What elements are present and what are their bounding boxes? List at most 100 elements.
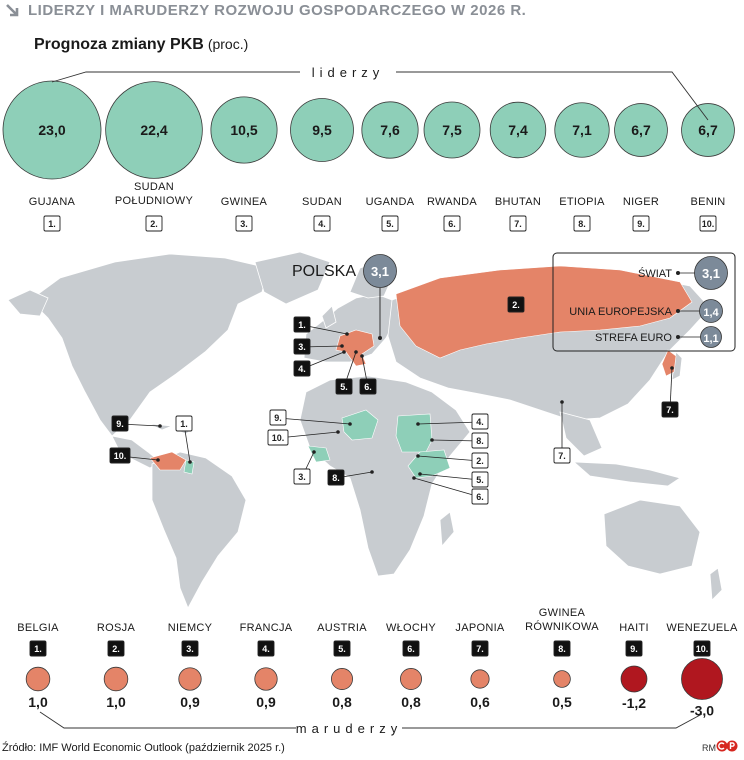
laggard-value-rosja: 1,0 [106, 694, 126, 710]
laggard-value-austria: 0,8 [332, 694, 352, 710]
callout-line-niger [277, 417, 351, 425]
map-callout-box-uganda [471, 471, 489, 488]
map-callout-box-rosja [507, 296, 525, 313]
map-new-zealand [709, 567, 723, 601]
leader-label-rwanda: RWANDA [427, 196, 477, 208]
leader-value-etiopia: 7,1 [572, 122, 592, 138]
laggard-bubble-haiti [620, 665, 648, 693]
map-callout-box-wlochy [359, 378, 377, 395]
callout-dot-gwinea [312, 450, 316, 454]
map-callout-box-austria [335, 378, 353, 395]
leader-label-sudan-południowy-2: POŁUDNIOWY [115, 195, 194, 207]
leaders-bracket [51, 71, 709, 121]
map-callout-niger: 9. [274, 413, 282, 423]
laggard-value-gwinea-równikowa: 0,5 [552, 694, 572, 710]
leader-value-sudan-południowy: 22,4 [140, 122, 167, 138]
map-callout-uganda: 5. [476, 475, 484, 485]
laggard-bubble-rosja [103, 666, 129, 692]
laggard-label-gwinea-równikowa-1: GWINEA [539, 607, 586, 619]
map-callout-box-wenezuela [109, 447, 131, 464]
map-callout-etiopia: 8. [476, 436, 484, 446]
callout-dot-wlochy [360, 354, 364, 358]
leader-rank-niger-box [632, 215, 650, 232]
callout-dot-benin [336, 430, 340, 434]
reference-value-polska: 3,1 [371, 264, 389, 279]
laggard-value-haiti: -1,2 [622, 695, 646, 711]
laggards-label: maruderzy [296, 721, 402, 736]
chart-subtitle: Prognoza zmiany PKB (proc.) [34, 36, 248, 54]
reference-label-unia-europejska: UNIA EUROPEJSKA [569, 306, 672, 318]
callout-dot-austria [354, 350, 358, 354]
laggard-label-haiti: HAITI [619, 622, 649, 634]
map-callout-box-etiopia [471, 432, 489, 449]
leader-rank-sudan: 4. [318, 219, 326, 229]
map-callout-box-belgia [293, 316, 311, 333]
laggard-rank-niemcy: 3. [186, 644, 194, 654]
leader-rank-niger: 9. [637, 219, 645, 229]
map-western-europe [335, 329, 375, 367]
laggard-rank-rosja: 2. [112, 644, 120, 654]
callout-dot-uganda [418, 472, 422, 476]
laggard-bubble-niemcy [178, 667, 202, 691]
map-greenland [254, 251, 331, 305]
laggard-rank-włochy-box [402, 640, 420, 657]
callout-dot-francja [342, 350, 346, 354]
map-callout-haiti: 9. [116, 419, 124, 429]
map-callout-benin: 10. [272, 433, 285, 443]
laggard-rank-japonia-box [471, 640, 489, 657]
laggard-rank-francja: 4. [262, 644, 270, 654]
laggard-label-wenezuela: WENEZUELA [666, 622, 738, 634]
map-callout-box-niger [269, 409, 287, 426]
reference-bubble-polska [363, 254, 397, 288]
map-callout-gujana: 1. [180, 419, 188, 429]
laggard-bubble-belgia [25, 666, 51, 692]
leader-label-etiopia: ETIOPIA [559, 196, 605, 208]
leader-rank-rwanda-box [443, 215, 461, 232]
leaders-label: liderzy [312, 65, 385, 80]
leader-rank-bhutan: 7. [514, 219, 522, 229]
leader-label-bhutan: BHUTAN [495, 196, 541, 208]
leader-label-gujana: GUJANA [29, 196, 76, 208]
leader-bubble-sudan-południowy [105, 81, 203, 179]
arrow-down-right-icon [4, 3, 20, 19]
callout-dot-sudan [416, 422, 420, 426]
map-callout-box-francja [293, 360, 311, 377]
leader-label-sudan: SUDAN [302, 196, 342, 208]
map-callout-box-haiti [111, 415, 129, 432]
map-callout-box-bhutan [553, 447, 571, 464]
map-callout-box-gwinea [293, 468, 311, 485]
callout-line-sudan [417, 421, 481, 425]
map-callout-rosja: 2. [512, 300, 520, 310]
map-indochina [559, 411, 603, 457]
laggard-value-niemcy: 0,9 [180, 694, 200, 710]
map-callout-gwinea-rownikowa: 8. [332, 473, 340, 483]
map-madagascar [439, 511, 455, 547]
laggard-label-rosja: ROSJA [97, 622, 136, 634]
laggard-label-gwinea-równikowa-2: RÓWNIKOWA [525, 620, 599, 633]
leader-rank-etiopia-box [573, 215, 591, 232]
leader-rank-sudan-box [313, 215, 331, 232]
reference-value-świat: 3,1 [702, 266, 720, 281]
laggard-value-belgia: 1,0 [28, 694, 48, 710]
map-callout-bhutan: 7. [558, 451, 566, 461]
laggard-rank-belgia-box [29, 640, 47, 657]
map-callout-box-sudan [471, 413, 489, 430]
reference-value-unia-europejska: 1,4 [703, 307, 719, 319]
laggard-value-wenezuela: -3,0 [690, 703, 714, 719]
callout-dot-etiopia [430, 438, 434, 442]
map-callout-box-niemcy [293, 338, 311, 355]
leader-value-uganda: 7,6 [380, 122, 400, 138]
callout-dot-haiti [158, 424, 162, 428]
callout-dot-sudan-poludniowy [416, 454, 420, 458]
callout-line-rwanda [413, 477, 481, 498]
laggard-bubble-wenezuela [681, 658, 723, 700]
leader-rank-rwanda: 6. [448, 219, 456, 229]
leader-rank-etiopia: 8. [578, 219, 586, 229]
subtitle-unit: (proc.) [207, 36, 249, 52]
map-callout-francja: 4. [298, 364, 306, 374]
laggard-bubble-austria [331, 668, 353, 690]
map-africa [299, 375, 471, 577]
leader-bubble-rwanda [423, 101, 481, 159]
laggard-bubble-gwinea-równikowa [553, 670, 571, 688]
laggard-rank-haiti: 9. [630, 644, 638, 654]
